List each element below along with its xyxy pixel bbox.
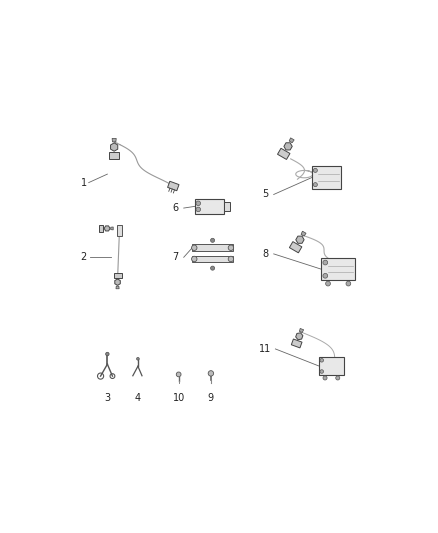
Text: 11: 11 — [259, 344, 271, 354]
Polygon shape — [111, 227, 113, 230]
Text: 2: 2 — [81, 252, 87, 262]
Circle shape — [211, 266, 215, 270]
Circle shape — [320, 370, 324, 373]
FancyBboxPatch shape — [192, 256, 233, 262]
Circle shape — [191, 245, 197, 251]
Text: 8: 8 — [262, 249, 268, 259]
Polygon shape — [300, 328, 304, 333]
Text: 5: 5 — [262, 190, 268, 199]
Polygon shape — [291, 339, 302, 348]
Polygon shape — [296, 333, 303, 340]
Circle shape — [346, 281, 351, 286]
Circle shape — [191, 256, 197, 262]
Polygon shape — [113, 273, 121, 278]
Circle shape — [228, 256, 233, 262]
Text: 9: 9 — [208, 393, 214, 403]
FancyBboxPatch shape — [117, 225, 122, 236]
Polygon shape — [168, 181, 179, 191]
FancyBboxPatch shape — [312, 166, 341, 189]
Circle shape — [137, 358, 139, 360]
Polygon shape — [290, 241, 302, 253]
Polygon shape — [99, 225, 103, 232]
Text: 10: 10 — [173, 393, 185, 403]
Circle shape — [323, 273, 328, 278]
Polygon shape — [278, 148, 290, 159]
Circle shape — [320, 359, 324, 362]
Polygon shape — [104, 226, 110, 231]
FancyBboxPatch shape — [224, 202, 230, 211]
Polygon shape — [301, 231, 306, 236]
FancyBboxPatch shape — [319, 357, 344, 375]
Text: 6: 6 — [172, 203, 178, 213]
Circle shape — [325, 281, 330, 286]
Circle shape — [228, 245, 233, 251]
FancyBboxPatch shape — [321, 258, 355, 280]
Polygon shape — [110, 143, 118, 151]
Polygon shape — [284, 143, 292, 150]
Polygon shape — [289, 138, 294, 143]
Text: 3: 3 — [104, 393, 110, 403]
FancyBboxPatch shape — [192, 245, 233, 251]
Polygon shape — [115, 279, 120, 285]
Polygon shape — [116, 286, 119, 289]
Circle shape — [196, 207, 201, 212]
Circle shape — [106, 352, 109, 356]
Circle shape — [336, 376, 340, 380]
Text: 7: 7 — [172, 252, 178, 262]
Circle shape — [323, 376, 327, 380]
Circle shape — [208, 370, 214, 376]
Polygon shape — [109, 152, 119, 159]
Text: 4: 4 — [135, 393, 141, 403]
Polygon shape — [296, 236, 304, 244]
Circle shape — [323, 260, 328, 265]
Circle shape — [211, 238, 215, 243]
Circle shape — [196, 201, 201, 206]
Circle shape — [313, 168, 318, 172]
Polygon shape — [112, 139, 116, 142]
Circle shape — [313, 183, 318, 187]
Circle shape — [176, 372, 181, 377]
FancyBboxPatch shape — [195, 199, 224, 214]
Text: 1: 1 — [81, 177, 87, 188]
